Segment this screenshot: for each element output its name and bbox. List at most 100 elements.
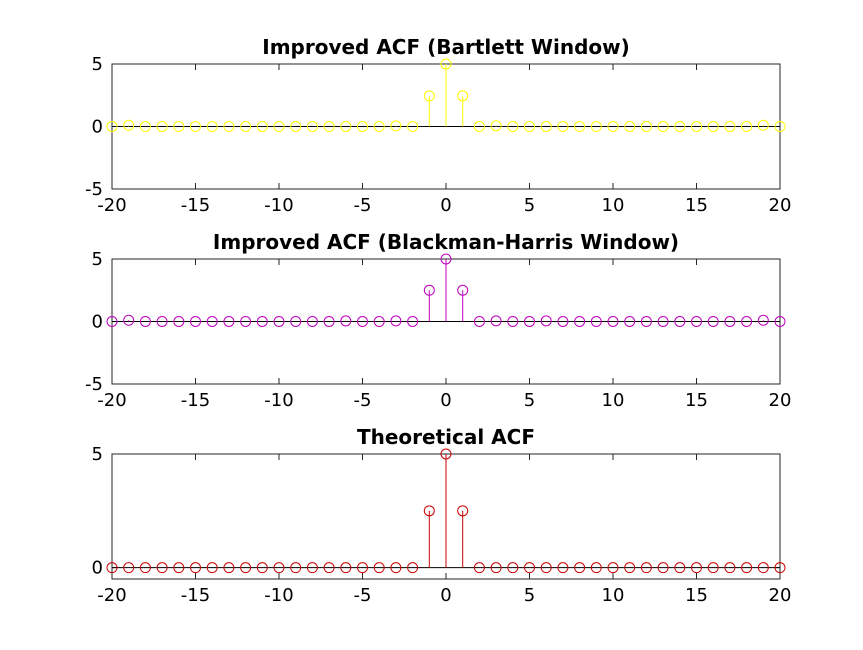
stem-marker (607, 316, 619, 327)
x-tick-label: -20 (97, 195, 126, 216)
stem-marker (524, 562, 535, 574)
stem-marker (223, 121, 235, 132)
stem-marker (357, 121, 368, 132)
stem-marker (757, 562, 769, 574)
stem-marker (657, 562, 669, 574)
chart-title: Improved ACF (Blackman-Harris Window) (213, 230, 679, 254)
stem-marker (507, 121, 519, 132)
x-tick-label: 10 (602, 585, 625, 606)
stem-marker (640, 316, 652, 327)
stem-marker (557, 121, 569, 132)
stem-marker (657, 316, 669, 327)
stem-marker (657, 121, 669, 132)
x-tick-label: -15 (181, 585, 210, 606)
stem-marker (691, 121, 702, 132)
stem-marker (256, 562, 268, 574)
stem-marker (507, 316, 519, 327)
stem-marker (741, 316, 753, 327)
y-tick-label: 0 (92, 117, 103, 138)
x-tick-label: 15 (685, 585, 708, 606)
y-tick-label: 0 (92, 312, 103, 333)
stem-marker (306, 121, 318, 132)
stem-marker (206, 562, 218, 574)
stem-marker (323, 121, 335, 132)
stem-marker (674, 121, 686, 132)
stem-marker (590, 316, 602, 327)
stem-marker (123, 314, 135, 326)
stem-marker (774, 562, 786, 574)
stem-marker (206, 121, 218, 132)
stem-marker (290, 316, 302, 327)
stem-marker (757, 314, 769, 326)
stem-marker (139, 121, 151, 132)
stem-marker (557, 562, 569, 574)
stem-marker (540, 562, 552, 574)
x-tick-label: 0 (440, 585, 451, 606)
stem-marker (407, 316, 419, 327)
stem-marker (574, 121, 586, 132)
x-tick-label: -15 (181, 390, 210, 411)
stem-marker (457, 90, 469, 102)
stem-marker (290, 121, 302, 132)
stem-marker (240, 316, 252, 327)
stem-marker (457, 505, 469, 517)
x-tick-label: 10 (602, 195, 625, 216)
stem-marker (173, 316, 185, 327)
stem-marker (240, 562, 252, 574)
stem-marker (540, 315, 552, 327)
stem-marker (640, 562, 652, 574)
stem-marker (691, 562, 702, 574)
x-tick-label: -20 (97, 390, 126, 411)
stem-marker (590, 121, 602, 132)
stem-marker (741, 121, 753, 132)
y-tick-label: -5 (85, 374, 103, 395)
stem-marker (674, 316, 686, 327)
stem-marker (574, 562, 586, 574)
chart-title: Theoretical ACF (357, 425, 535, 449)
stem-marker (357, 316, 368, 327)
stem-marker (173, 121, 185, 132)
stem-marker (306, 562, 318, 574)
stem-marker (540, 121, 552, 132)
stem-marker (707, 121, 719, 132)
stem-marker (190, 121, 201, 132)
y-tick-label: 5 (92, 444, 103, 465)
stem-marker (306, 316, 318, 327)
x-tick-label: -15 (181, 195, 210, 216)
stem-marker (640, 121, 652, 132)
stem-marker (724, 562, 736, 574)
stem-marker (490, 315, 502, 327)
stem-marker (407, 562, 419, 574)
stem-marker (373, 316, 385, 327)
stem-marker (473, 316, 485, 327)
stem-marker (106, 316, 118, 327)
stem-marker (139, 316, 151, 327)
stem-marker (440, 58, 452, 70)
stem-marker (256, 121, 268, 132)
stem-marker (624, 121, 636, 132)
y-tick-label: -5 (85, 179, 103, 200)
subplot-theoretical: -20 -15 -10 -5 0 5 10 15 20 0 5 Theoretical ACF (92, 425, 792, 606)
x-tick-label: -20 (97, 585, 126, 606)
stem-marker (423, 90, 435, 102)
stem-marker (473, 121, 485, 132)
stem-marker (240, 121, 252, 132)
x-tick-label: 5 (524, 585, 535, 606)
stem-marker (123, 119, 135, 131)
stem-marker (707, 316, 719, 327)
stem-marker (724, 316, 736, 327)
x-tick-label: 15 (685, 390, 708, 411)
stem-marker (340, 315, 352, 327)
stem-marker (741, 562, 753, 574)
x-tick-label: 20 (769, 390, 792, 411)
stem-marker (774, 121, 786, 132)
stem-marker (507, 562, 519, 574)
chart-title: Improved ACF (Bartlett Window) (262, 35, 630, 59)
stem-marker (607, 562, 619, 574)
stem-marker (139, 562, 151, 574)
x-tick-label: -10 (264, 390, 293, 411)
stem-marker (340, 121, 352, 132)
stem-marker (106, 121, 118, 132)
stem-marker (624, 316, 636, 327)
